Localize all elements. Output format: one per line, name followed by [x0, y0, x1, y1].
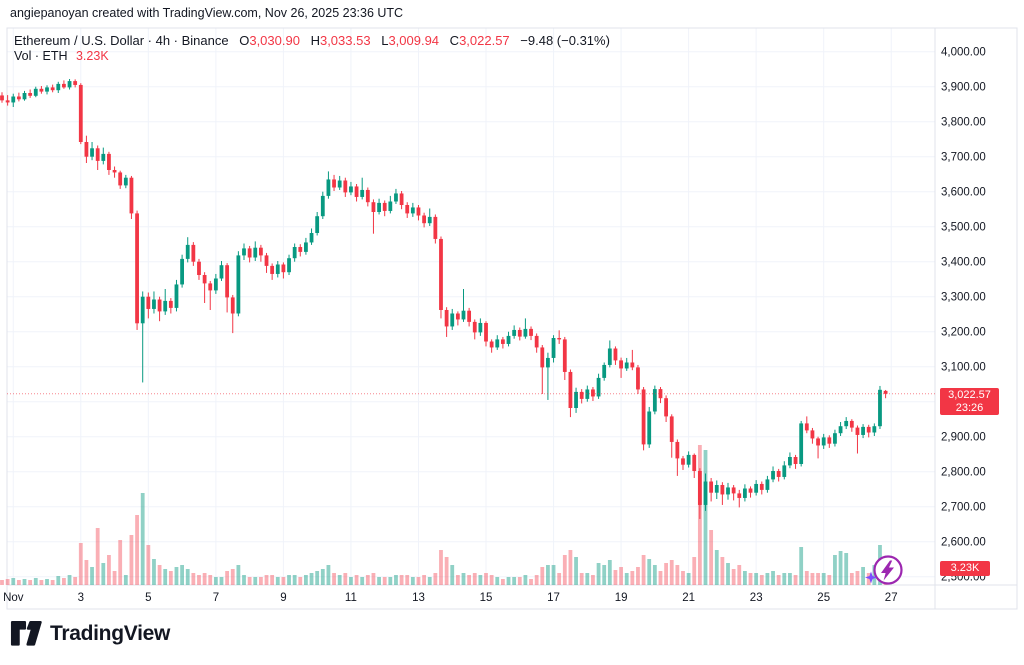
last-volume-badge: 3.23K — [940, 561, 990, 576]
attribution-text: angiepanoyan created with TradingView.co… — [10, 6, 404, 20]
tradingview-wordmark: TradingView — [50, 621, 171, 645]
price-axis-label: 2,900.00 — [941, 432, 986, 444]
price-axis-label: 2,700.00 — [941, 502, 986, 514]
time-axis-label: 25 — [817, 592, 830, 604]
time-axis-label: 5 — [145, 592, 151, 604]
price-axis-label: 3,300.00 — [941, 292, 986, 304]
price-axis-label: 3,500.00 — [941, 222, 986, 234]
time-axis-label: 9 — [280, 592, 286, 604]
time-axis-label: 19 — [615, 592, 628, 604]
time-axis-label: 27 — [885, 592, 898, 604]
chart-legend: Ethereum / U.S. Dollar · 4h · Binance O3… — [14, 33, 610, 64]
legend-symbol-row: Ethereum / U.S. Dollar · 4h · Binance O3… — [14, 33, 610, 48]
last-price-value: 3,022.57 — [948, 389, 991, 401]
price-axis-label: 3,200.00 — [941, 327, 986, 339]
price-axis-label: 3,900.00 — [941, 82, 986, 94]
time-axis-label: 21 — [682, 592, 695, 604]
low-value: 3,009.94 — [388, 33, 440, 48]
volume-label: Vol · ETH — [14, 49, 68, 63]
close-label: C — [449, 33, 460, 48]
footer-brand[interactable]: TradingView — [10, 620, 170, 647]
time-axis-label: 17 — [547, 592, 560, 604]
time-axis-label: 13 — [412, 592, 425, 604]
boost-lightning-icon[interactable] — [862, 553, 906, 591]
high-label: H — [310, 33, 320, 48]
time-axis-label: 3 — [78, 592, 84, 604]
last-price-badge: 3,022.57 23:26 — [940, 388, 999, 415]
price-chart[interactable]: 4,000.00 3,900.00 3,800.00 3,700.00 3,600.00… — [0, 0, 1024, 614]
price-axis-label: 2,600.00 — [941, 537, 986, 549]
price-axis-label: 3,800.00 — [941, 117, 986, 129]
time-axis-label: 11 — [345, 592, 357, 604]
price-axis-label: 3,700.00 — [941, 152, 986, 164]
legend-volume-row: Vol · ETH 3.23K — [14, 49, 610, 64]
tradingview-logo-icon — [10, 620, 42, 646]
time-axis-label: 7 — [213, 592, 219, 604]
time-axis-label: 23 — [750, 592, 763, 604]
price-axis-label: 2,800.00 — [941, 467, 986, 479]
candle-countdown: 23:26 — [955, 401, 984, 414]
symbol-title: Ethereum / U.S. Dollar · 4h · Binance — [14, 33, 229, 48]
price-axis-label: 4,000.00 — [941, 47, 986, 59]
open-value: 3,030.90 — [249, 33, 300, 48]
open-label: O — [239, 33, 250, 48]
volume-value: 3.23K — [75, 49, 109, 63]
time-axis-label: Nov — [3, 592, 24, 604]
change-value: −9.48 (−0.31%) — [520, 33, 610, 48]
time-axis-label: 15 — [480, 592, 493, 604]
low-label: L — [381, 33, 389, 48]
close-value: 3,022.57 — [459, 33, 510, 48]
price-axis-label: 3,400.00 — [941, 257, 986, 269]
high-value: 3,033.53 — [319, 33, 371, 48]
price-axis-label: 3,600.00 — [941, 187, 986, 199]
price-axis-label: 3,100.00 — [941, 362, 986, 374]
